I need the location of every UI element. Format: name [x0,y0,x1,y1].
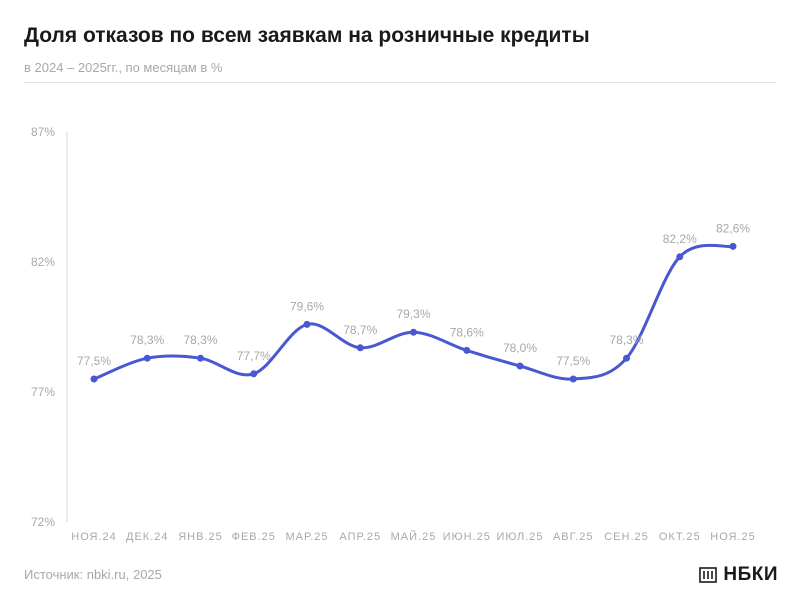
book-icon [699,567,718,583]
data-label: 78,7% [343,323,377,337]
line-chart: 72% 77% 82% 87% НОЯ.24 ДЕК.24 ЯНВ.25 ФЕВ.25 МАР.… [31,125,756,543]
data-point [197,354,204,362]
data-label: 78,3% [183,333,217,347]
chart-subtitle: в 2024 – 2025гг., по месяцам в % [24,60,223,75]
x-tick-label: ФЕВ.25 [232,531,276,543]
data-label: 79,3% [396,307,430,321]
x-tick-label: СЕН.25 [604,531,649,543]
data-label: 77,7% [237,349,271,363]
x-tick-label: АВГ.25 [553,531,594,543]
x-tick-label: ЯНВ.25 [178,531,223,543]
data-label: 78,6% [450,325,484,339]
x-tick-label: МАР.25 [285,531,328,543]
data-label: 79,6% [290,299,324,313]
data-label: 77,5% [556,354,590,368]
data-point [410,328,417,336]
x-tick-label: МАЙ.25 [391,530,437,543]
data-label: 78,0% [503,341,537,355]
nbki-logo: НБКИ [699,564,778,586]
x-tick-label: НОЯ.25 [710,531,756,543]
data-point [90,375,98,383]
data-label: 78,3% [130,333,164,347]
data-label: 77,5% [77,354,111,368]
chart-title: Доля отказов по всем заявкам на розничны… [24,24,590,47]
x-tick-label: НОЯ.24 [71,531,117,543]
y-tick-label: 72% [31,515,55,529]
data-point [516,362,524,370]
data-point [463,346,471,354]
x-tick-label: ИЮЛ.25 [496,531,543,543]
data-label: 82,6% [716,221,750,235]
source-note: Источник: nbki.ru, 2025 [24,567,162,582]
x-tick-label: ОКТ.25 [659,531,701,543]
data-label: 78,3% [609,333,643,347]
data-point [143,354,151,362]
data-point [250,370,258,378]
data-point [569,375,577,383]
y-tick-label: 82% [31,255,55,269]
data-point [676,253,684,261]
data-point [356,344,364,352]
x-tick-label: ДЕК.24 [126,531,169,543]
logo-text: НБКИ [723,564,778,585]
y-tick-label: 77% [31,385,55,399]
y-tick-label: 87% [31,125,55,139]
x-tick-label: АПР.25 [339,531,381,543]
data-point [303,320,311,328]
data-point [729,242,737,250]
header-divider [24,82,776,83]
data-label: 82,2% [663,232,697,246]
x-tick-label: ИЮН.25 [443,531,491,543]
data-point [623,354,630,362]
